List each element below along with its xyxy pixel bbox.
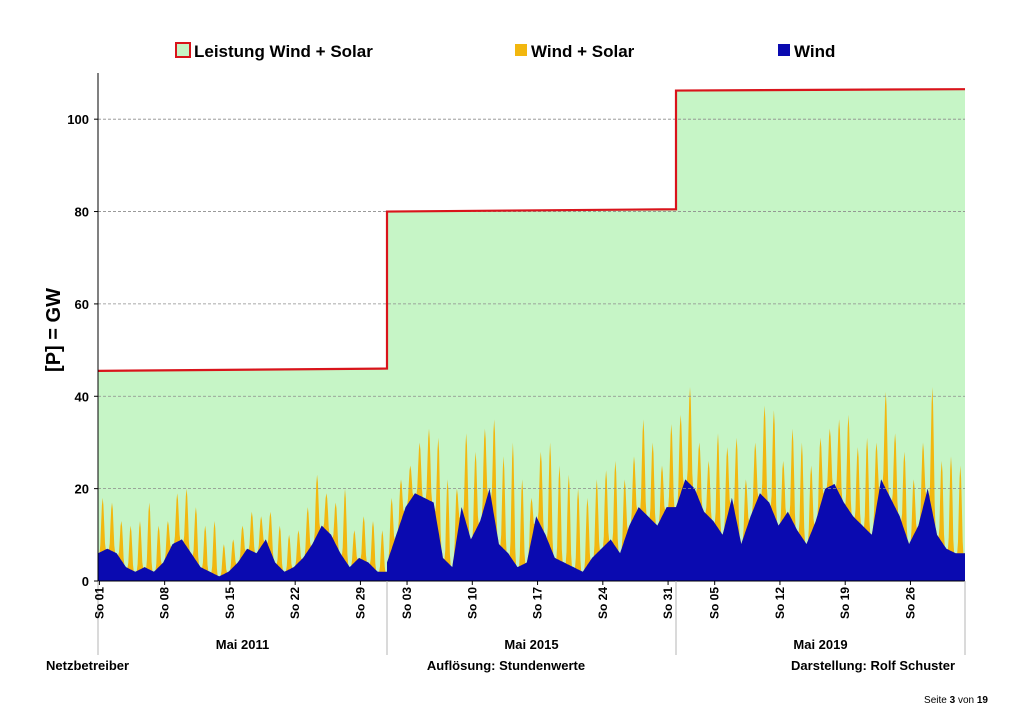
x-tick-label-2-3: So 17: [531, 587, 545, 619]
wind-area-3: [676, 479, 965, 581]
footer-source: Netzbetreiber: [46, 658, 129, 673]
x-tick-label-1-1: So 01: [92, 587, 106, 619]
page-current: 3: [949, 695, 956, 706]
y-tick-label-80: 80: [75, 205, 89, 220]
page-middle: von: [957, 695, 975, 706]
period-labels: Mai 2011 Mai 2015 Mai 2019: [216, 637, 848, 652]
x-tick-label-2-2: So 10: [465, 587, 479, 619]
legend-swatch-wind-solar: [515, 44, 527, 56]
y-tick-labels: 0 20 40 60 80 100: [67, 112, 89, 589]
x-tick-labels: So 01 So 08 So 15 So 22 So 29 So 03 So 10 So 17…: [92, 587, 917, 619]
x-tick-label-1-4: So 22: [288, 587, 302, 619]
y-tick-label-20: 20: [75, 482, 89, 497]
x-tick-label-1-5: So 29: [353, 587, 367, 619]
area-layer: [98, 387, 965, 581]
x-tick-label-2-5: So 31: [661, 587, 675, 619]
footer-author: Darstellung: Rolf Schuster: [791, 658, 955, 673]
capacity-fill-layer: [98, 89, 965, 581]
gridlines-layer: [98, 118, 965, 490]
capacity-line-layer: [97, 88, 966, 372]
page-total: 19: [976, 695, 988, 706]
y-tick-label-60: 60: [75, 297, 89, 312]
legend-swatch-wind: [778, 44, 790, 56]
x-tick-label-1-2: So 08: [158, 587, 172, 619]
y-tick-label-100: 100: [67, 112, 89, 127]
wind-area-1: [98, 525, 387, 581]
x-tick-label-2-4: So 24: [596, 587, 610, 619]
x-tick-label-1-3: So 15: [223, 587, 237, 619]
y-tick-label-0: 0: [82, 574, 89, 589]
x-tick-label-3-1: So 05: [708, 587, 722, 619]
period-label-2: Mai 2015: [504, 637, 558, 652]
x-tick-label-2-1: So 03: [400, 587, 414, 619]
y-tick-label-40: 40: [75, 389, 89, 404]
x-tick-label-3-3: So 19: [838, 587, 852, 619]
x-tick-label-3-4: So 26: [904, 587, 918, 619]
page-prefix: Seite: [924, 695, 947, 706]
legend-label-wind-solar: Wind + Solar: [531, 42, 635, 61]
period-label-3: Mai 2019: [793, 637, 847, 652]
legend-swatch-capacity: [175, 42, 191, 58]
x-tick-label-3-2: So 12: [773, 587, 787, 619]
capacity-area-3: [676, 89, 965, 581]
page-number: Seite 3 von 19: [924, 695, 988, 706]
legend-label-wind: Wind: [794, 42, 835, 61]
capacity-line: [97, 88, 966, 372]
legend: Leistung Wind + Solar Wind + Solar Wind: [175, 42, 835, 61]
period-label-1: Mai 2011: [216, 637, 270, 652]
axes: [94, 73, 966, 655]
footer-resolution: Auflösung: Stundenwerte: [427, 658, 585, 673]
wind-area-2: [387, 488, 676, 581]
capacity-area-2: [387, 209, 676, 581]
legend-label-capacity: Leistung Wind + Solar: [194, 42, 373, 61]
capacity-area-1: [98, 368, 387, 581]
y-axis-label: [P] = GW: [43, 288, 65, 372]
